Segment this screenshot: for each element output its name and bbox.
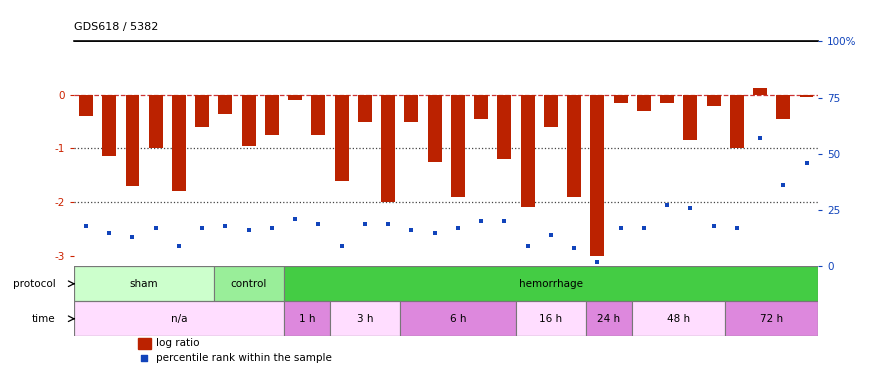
Bar: [451, 95, 465, 196]
Bar: [585, 301, 632, 336]
Point: [800, 160, 814, 166]
Point: [137, 355, 151, 361]
Point: [474, 218, 488, 224]
Point: [613, 225, 627, 231]
Point: [497, 218, 511, 224]
Point: [730, 225, 744, 231]
Point: [753, 135, 767, 141]
Text: 16 h: 16 h: [539, 314, 563, 324]
Bar: [102, 95, 116, 156]
Text: n/a: n/a: [171, 314, 187, 324]
Text: 6 h: 6 h: [450, 314, 466, 324]
Bar: [683, 95, 697, 140]
Point: [125, 234, 139, 240]
Text: percentile rank within the sample: percentile rank within the sample: [157, 353, 332, 363]
Point: [637, 225, 651, 231]
Point: [591, 259, 605, 265]
Bar: [149, 95, 163, 148]
Text: hemorrhage: hemorrhage: [519, 279, 583, 289]
Bar: [214, 266, 284, 301]
Text: protocol: protocol: [13, 279, 56, 289]
Point: [312, 220, 326, 226]
Text: GDS618 / 5382: GDS618 / 5382: [74, 22, 158, 32]
Bar: [707, 95, 720, 105]
Point: [195, 225, 209, 231]
Text: sham: sham: [130, 279, 158, 289]
Bar: [753, 88, 767, 95]
Bar: [382, 95, 396, 202]
Bar: [632, 301, 725, 336]
Text: 48 h: 48 h: [667, 314, 690, 324]
Bar: [497, 95, 511, 159]
Point: [521, 243, 535, 249]
Point: [149, 225, 163, 231]
Point: [683, 205, 697, 211]
Bar: [312, 95, 326, 135]
Point: [544, 232, 558, 238]
Bar: [265, 95, 279, 135]
Bar: [284, 301, 330, 336]
Bar: [330, 301, 400, 336]
Point: [219, 223, 233, 229]
Point: [102, 230, 116, 236]
Bar: [74, 301, 284, 336]
Bar: [74, 266, 213, 301]
Text: 72 h: 72 h: [760, 314, 783, 324]
Bar: [172, 95, 186, 191]
Bar: [521, 95, 535, 207]
Bar: [219, 95, 233, 114]
Point: [404, 227, 418, 233]
Bar: [800, 95, 814, 98]
Point: [288, 216, 302, 222]
Bar: [730, 95, 744, 148]
Text: time: time: [32, 314, 56, 324]
Text: control: control: [230, 279, 267, 289]
Point: [706, 223, 720, 229]
Point: [242, 227, 256, 233]
Bar: [660, 95, 674, 103]
Point: [334, 243, 348, 249]
Point: [172, 243, 186, 249]
Bar: [79, 95, 93, 116]
Text: log ratio: log ratio: [157, 338, 200, 348]
Point: [79, 223, 93, 229]
Point: [428, 230, 442, 236]
Bar: [137, 338, 151, 349]
Bar: [242, 95, 256, 146]
Bar: [591, 95, 605, 255]
Point: [567, 245, 581, 251]
Point: [451, 225, 465, 231]
Text: 24 h: 24 h: [598, 314, 620, 324]
Bar: [288, 95, 302, 100]
Bar: [725, 301, 818, 336]
Point: [382, 220, 396, 226]
Bar: [284, 266, 818, 301]
Text: 3 h: 3 h: [357, 314, 373, 324]
Point: [660, 202, 674, 208]
Bar: [637, 95, 651, 111]
Bar: [358, 95, 372, 122]
Bar: [195, 95, 209, 127]
Bar: [404, 95, 418, 122]
Bar: [516, 301, 585, 336]
Text: 1 h: 1 h: [298, 314, 315, 324]
Bar: [400, 301, 516, 336]
Point: [265, 225, 279, 231]
Bar: [125, 95, 139, 186]
Bar: [544, 95, 558, 127]
Point: [776, 182, 790, 188]
Bar: [334, 95, 348, 180]
Bar: [474, 95, 488, 119]
Bar: [428, 95, 442, 162]
Bar: [776, 95, 790, 119]
Point: [358, 220, 372, 226]
Bar: [567, 95, 581, 196]
Bar: [613, 95, 627, 103]
